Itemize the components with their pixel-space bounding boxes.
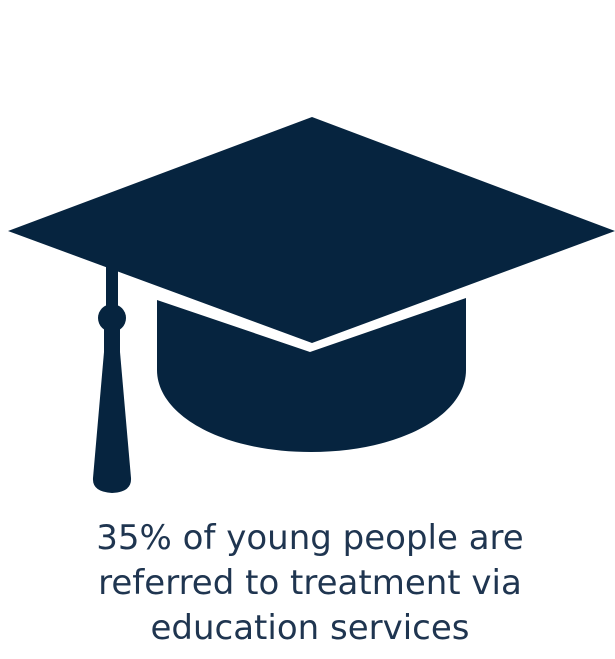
caption-text: 35% of young people are referred to trea… bbox=[96, 518, 524, 648]
mortarboard bbox=[8, 117, 615, 343]
cap-body bbox=[157, 298, 466, 452]
tassel-fringe bbox=[92, 352, 132, 493]
tassel-neck bbox=[104, 325, 120, 355]
graduation-cap-icon bbox=[8, 117, 615, 493]
